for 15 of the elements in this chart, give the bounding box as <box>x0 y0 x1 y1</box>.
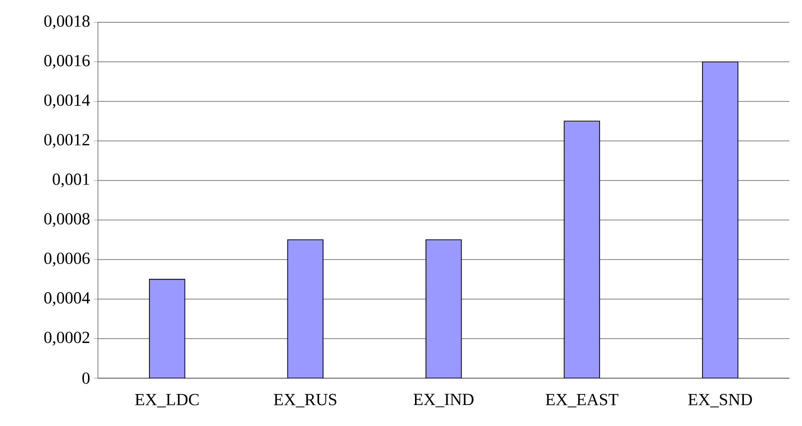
y-tick-label: 0,0014 <box>44 94 90 108</box>
x-tick-label: EX_RUS <box>274 394 336 408</box>
x-tick-label: EX_IND <box>414 394 474 408</box>
y-tick-label: 0,0008 <box>44 212 90 227</box>
y-tick-label: 0,0018 <box>44 15 90 30</box>
x-tick-label: EX_EAST <box>546 394 618 408</box>
y-tick-label: 0,0002 <box>44 332 90 346</box>
y-tick-label: 0,001 <box>52 173 90 188</box>
y-tick-label: 0,0006 <box>44 252 90 266</box>
y-tick-label: 0,0012 <box>44 134 90 148</box>
y-tick-label: 0,0004 <box>44 292 90 306</box>
x-tick-label: EX_SND <box>688 394 752 408</box>
y-tick-label: 0,0016 <box>44 54 90 69</box>
y-tick-label: 0 <box>82 372 90 384</box>
x-tick-label: EX_LDC <box>135 394 199 408</box>
